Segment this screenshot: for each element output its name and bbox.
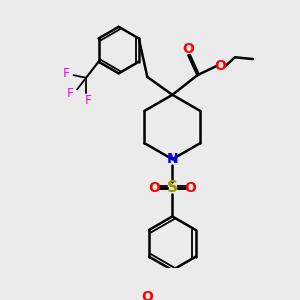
- Text: S: S: [167, 180, 178, 195]
- Text: O: O: [184, 181, 196, 195]
- Text: O: O: [141, 290, 153, 300]
- Text: O: O: [215, 59, 226, 73]
- Text: F: F: [66, 87, 74, 101]
- Text: O: O: [182, 42, 194, 56]
- Text: F: F: [63, 67, 70, 80]
- Text: O: O: [148, 181, 160, 195]
- Text: N: N: [167, 152, 178, 166]
- Text: F: F: [84, 94, 92, 107]
